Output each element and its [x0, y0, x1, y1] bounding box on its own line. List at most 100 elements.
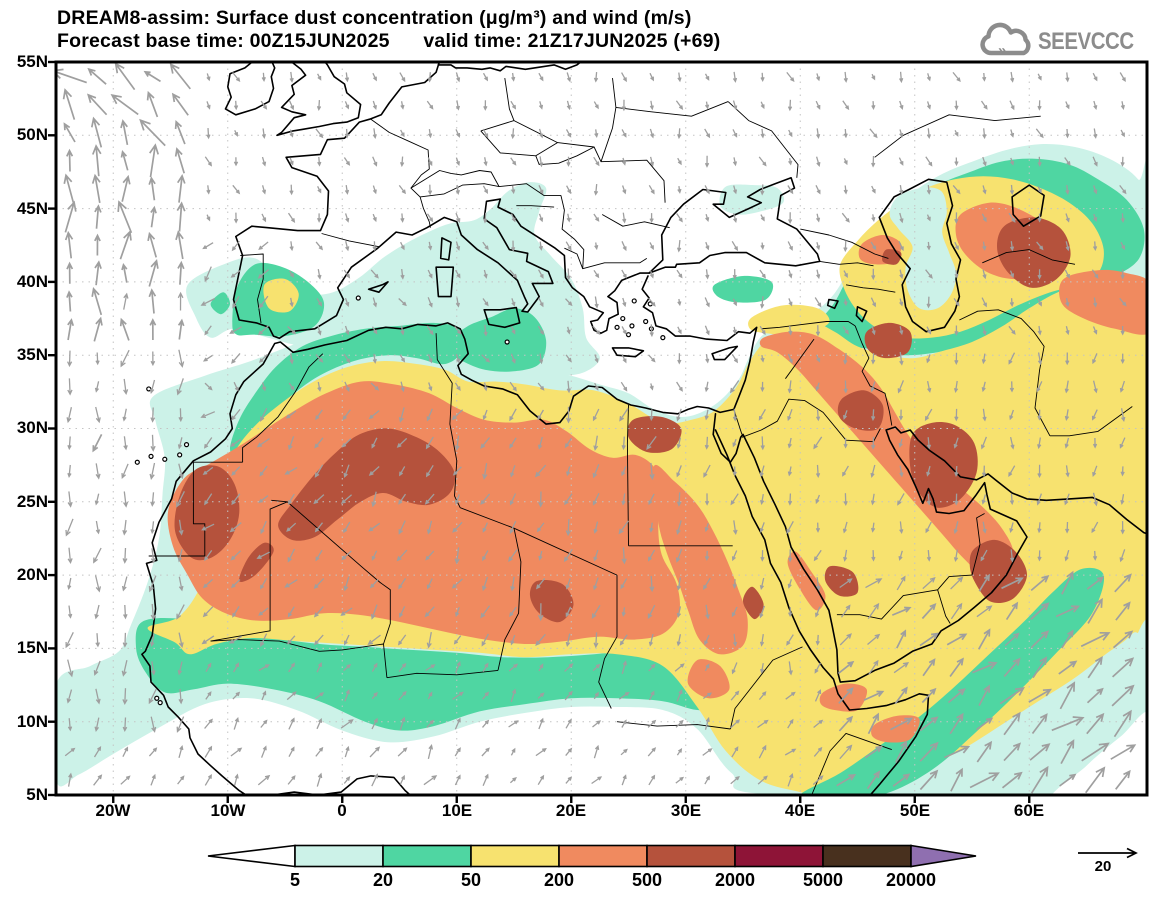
dust-contour [278, 428, 456, 541]
colorbar-segment [734, 844, 824, 868]
country-border [497, 528, 522, 671]
coastline [711, 345, 739, 361]
dust-contour [800, 567, 1105, 795]
wind-reference-label: 20 [1094, 858, 1112, 875]
coastline [855, 306, 868, 323]
coastline [826, 298, 839, 310]
country-border [741, 398, 881, 443]
colorbar [207, 844, 977, 868]
lat-tick-label: 10N [16, 712, 48, 731]
country-border [240, 253, 264, 323]
country-border [242, 353, 324, 463]
dust-contour [174, 465, 240, 561]
dust-contour [864, 322, 912, 359]
coastline [367, 281, 389, 293]
country-border [598, 575, 618, 709]
country-border [435, 333, 461, 508]
coastline [141, 275, 758, 795]
dust-contour [652, 464, 748, 655]
forecast-time-subtitle: Forecast base time: 00Z15JUN2025 valid t… [57, 30, 721, 52]
colorbar-segment [558, 844, 648, 868]
country-border [845, 284, 896, 293]
country-border [370, 118, 431, 228]
colorbar-segment [646, 844, 736, 868]
country-border [971, 513, 985, 576]
lon-tick-label: 20E [555, 801, 587, 820]
country-border [761, 321, 856, 330]
country-border [727, 101, 799, 178]
colorbar-segment [822, 844, 912, 868]
lat-tick-label: 15N [16, 638, 48, 657]
lon-tick-label: 60E [1013, 801, 1045, 820]
lat-tick-label: 55N [16, 52, 48, 71]
dust-contour [687, 659, 730, 699]
country-border [321, 233, 379, 248]
dust-contour [824, 565, 859, 597]
country-border [811, 732, 892, 795]
island [157, 700, 163, 706]
island [177, 452, 183, 458]
map-area [56, 62, 1147, 795]
colorbar-segment [382, 844, 472, 868]
colorbar-segment [294, 844, 384, 868]
island [629, 323, 635, 329]
country-border [854, 325, 893, 426]
island [134, 459, 140, 465]
dust-contour [210, 292, 231, 315]
coastline [714, 429, 930, 795]
lat-tick-label: 35N [16, 345, 48, 364]
coastline [437, 62, 582, 72]
colorbar-label: 500 [631, 870, 663, 890]
colorbar-label: 5000 [802, 870, 844, 890]
logo-text: SEEVCCC [1038, 28, 1135, 55]
coastline [439, 237, 452, 261]
island [625, 332, 632, 338]
lon-tick-label: 10W [210, 801, 246, 820]
dust-contour [712, 275, 774, 303]
lon-tick-label: 10E [441, 801, 473, 820]
coastline [1011, 184, 1045, 227]
colorbar-underflow-arrow [207, 844, 296, 868]
dust-contour [889, 187, 957, 311]
country-border [959, 309, 1051, 437]
dust-contour [239, 542, 274, 582]
country-border [564, 247, 648, 270]
coastline [712, 413, 1147, 683]
country-border [386, 669, 499, 679]
lon-tick-label: 0 [337, 801, 347, 820]
island [154, 695, 160, 701]
colorbar-label: 2000 [714, 870, 756, 890]
country-border [615, 101, 729, 117]
dust-contour [627, 416, 682, 453]
country-border [874, 114, 1041, 158]
country-border [982, 249, 1076, 265]
coastline [483, 306, 521, 329]
page-title: DREAM8-assim: Surface dust concentration… [57, 7, 692, 29]
colorbar-overflow-arrow [910, 844, 977, 868]
dust-contour [759, 331, 1014, 577]
country-border [535, 146, 595, 166]
dust-field-layer [56, 143, 1147, 795]
island [504, 339, 510, 345]
colorbar-label: 20 [372, 870, 394, 890]
country-border [410, 170, 500, 198]
country-border [210, 501, 288, 642]
wind-arrows [64, 71, 1127, 787]
country-border [785, 338, 815, 379]
country-border [516, 205, 555, 208]
wind-arrow-layer [56, 62, 1137, 794]
coastline [276, 62, 362, 137]
colorbar-label: 20000 [885, 870, 937, 890]
dust-contour [1051, 711, 1147, 795]
island [620, 315, 626, 322]
island [148, 453, 154, 459]
country-border [800, 228, 889, 259]
country-border [729, 646, 803, 730]
country-border [504, 78, 515, 121]
dust-contour [748, 304, 830, 336]
country-border [836, 574, 973, 620]
island [631, 298, 637, 304]
cloud-icon: » [980, 22, 1032, 59]
island [183, 442, 190, 448]
